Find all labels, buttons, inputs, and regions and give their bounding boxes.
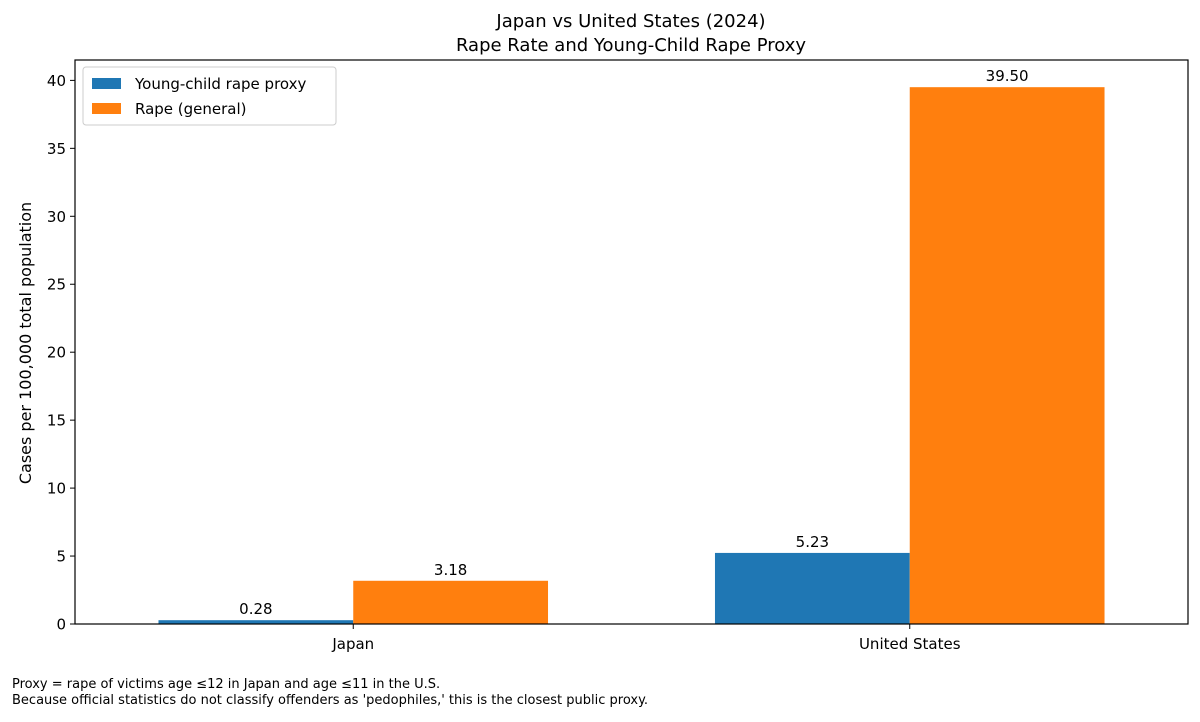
y-tick-label: 25 bbox=[47, 276, 66, 294]
y-tick-label: 10 bbox=[47, 480, 66, 498]
bar-series0-united-states bbox=[714, 552, 910, 624]
bar-value-label: 0.28 bbox=[239, 600, 272, 618]
x-tick-label: United States bbox=[859, 635, 961, 653]
chart-subtitle: Rape Rate and Young-Child Rape Proxy bbox=[456, 35, 806, 56]
bar-series1-japan bbox=[353, 580, 549, 624]
bar-series0-japan bbox=[158, 620, 354, 624]
axes-frame bbox=[74, 59, 1189, 625]
footnote-proxy-definition: Proxy = rape of victims age ≤12 in Japan… bbox=[12, 677, 441, 692]
footnote-proxy-explanation: Because official statistics do not class… bbox=[12, 693, 649, 708]
bar-value-label: 39.50 bbox=[986, 67, 1029, 85]
y-tick-label: 0 bbox=[56, 616, 66, 634]
x-tick-label: Japan bbox=[331, 635, 374, 653]
plot-area: 0.28 5.23 3.18 39.50 0 5 10 15 20 25 30 35 40 Japan Un… bbox=[47, 59, 1189, 653]
bar-series1-united-states bbox=[909, 87, 1105, 625]
chart-title: Japan vs United States (2024) bbox=[495, 11, 765, 32]
y-tick-label: 5 bbox=[56, 548, 66, 566]
y-tick-label: 15 bbox=[47, 412, 66, 430]
legend-box bbox=[82, 66, 337, 126]
y-tick-label: 40 bbox=[47, 72, 66, 90]
y-tick-label: 20 bbox=[47, 344, 66, 362]
bar-value-label: 5.23 bbox=[796, 533, 829, 551]
legend-label: Rape (general) bbox=[135, 100, 247, 118]
y-tick-label: 35 bbox=[47, 140, 66, 158]
y-tick-label: 30 bbox=[47, 208, 66, 226]
legend-label: Young-child rape proxy bbox=[134, 75, 307, 93]
legend-swatch-1 bbox=[92, 103, 121, 114]
y-axis-label: Cases per 100,000 total population bbox=[16, 202, 35, 484]
bar-value-label: 3.18 bbox=[434, 561, 467, 579]
legend-swatch-0 bbox=[92, 78, 121, 89]
